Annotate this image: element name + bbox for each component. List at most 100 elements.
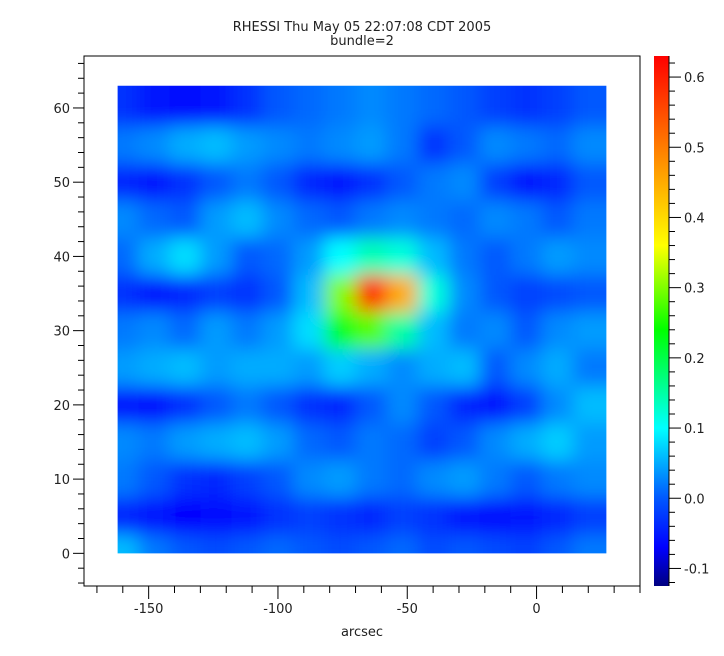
heatmap-cell (169, 274, 202, 314)
heatmap-cell (117, 312, 140, 351)
heatmap-cell (572, 460, 607, 499)
heatmap-cell (293, 460, 326, 499)
heatmap-cell (510, 423, 543, 462)
heatmap-cell (324, 312, 357, 351)
heatmap-cell (510, 237, 543, 276)
heatmap-cell (231, 423, 264, 462)
heatmap-cell (417, 126, 450, 165)
heatmap-cell (200, 126, 233, 165)
heatmap-cell (355, 126, 388, 165)
heatmap-cell (231, 85, 264, 128)
colorbar-tick-label: 0.6 (684, 71, 705, 86)
y-tick-label: 40 (53, 250, 70, 265)
heatmap-cell (510, 85, 543, 128)
heatmap-cell (117, 534, 140, 554)
heatmap-cell (262, 534, 295, 554)
heatmap-cell (169, 312, 202, 351)
heatmap-cell (293, 200, 326, 239)
heatmap-cell (572, 126, 607, 165)
heatmap-cell (262, 163, 295, 202)
y-tick-label: 10 (53, 473, 70, 488)
heatmap-cell (510, 386, 543, 425)
heatmap-cell (572, 312, 607, 351)
heatmap-cell (386, 85, 419, 128)
heatmap-cell (386, 534, 419, 554)
heatmap-cell (541, 460, 574, 499)
heatmap-cell (324, 200, 357, 239)
heatmap-cell (324, 534, 357, 554)
heatmap-cell (200, 163, 233, 202)
heatmap-cell (417, 423, 450, 462)
colorbar-tick-label: 0.2 (684, 352, 705, 367)
heatmap-cell (169, 497, 202, 536)
heatmap-cell (417, 163, 450, 202)
heatmap-cell (355, 200, 388, 239)
heatmap-cell (479, 85, 512, 128)
heatmap-cell (355, 85, 388, 128)
heatmap-cell (479, 423, 512, 462)
y-tick-label: 30 (53, 325, 70, 340)
heatmap-cell (169, 200, 202, 239)
colorbar-tick-label: -0.1 (684, 562, 709, 577)
heatmap-cell (200, 497, 233, 536)
heatmap-cell (324, 497, 357, 536)
heatmap-cell (386, 200, 419, 239)
heatmap-cell (355, 312, 388, 351)
heatmap-cell (541, 423, 574, 462)
heatmap-cell (355, 349, 388, 388)
heatmap-cell (138, 274, 171, 314)
heatmap-cell (324, 460, 357, 499)
heatmap-cell (169, 386, 202, 425)
heatmap-cell (479, 349, 512, 388)
heatmap-cell (200, 312, 233, 351)
heatmap-cell (417, 460, 450, 499)
heatmap-cell (479, 126, 512, 165)
heatmap-cell (117, 423, 140, 462)
colorbar-tick-label: 0.5 (684, 141, 705, 156)
heatmap-cell (169, 237, 202, 276)
heatmap-cell (541, 237, 574, 276)
heatmap-cell (293, 237, 326, 276)
heatmap-cell (293, 497, 326, 536)
heatmap-cell (231, 312, 264, 351)
heatmap-cell (541, 312, 574, 351)
heatmap-cell (479, 386, 512, 425)
heatmap-cell (293, 274, 326, 314)
heatmap-cell (510, 312, 543, 351)
heatmap-cell (572, 423, 607, 462)
x-axis-label: arcsec (341, 625, 383, 640)
chart-subtitle: bundle=2 (330, 34, 394, 49)
heatmap-cell (117, 349, 140, 388)
heatmap-cell (262, 497, 295, 536)
heatmap-cell (138, 534, 171, 554)
heatmap-cell (479, 497, 512, 536)
heatmap-cell (355, 163, 388, 202)
heatmap-cell (510, 349, 543, 388)
heatmap-cell (448, 460, 481, 499)
heatmap-cell (541, 534, 574, 554)
heatmap-cell (386, 423, 419, 462)
heatmap-cell (448, 274, 481, 314)
heatmap-cell (169, 85, 202, 128)
heatmap-cell (138, 349, 171, 388)
heatmap-cell (448, 497, 481, 536)
heatmap-cell (117, 237, 140, 276)
heatmap-cell (293, 534, 326, 554)
heatmap-cell (200, 386, 233, 425)
x-tick-label: -50 (397, 602, 418, 617)
heatmap-cell (231, 497, 264, 536)
heatmap-cell (138, 460, 171, 499)
heatmap-cell (510, 460, 543, 499)
heatmap-cell (417, 237, 450, 276)
heatmap-cell (138, 497, 171, 536)
x-tick-label: -100 (263, 602, 293, 617)
chart-title: RHESSI Thu May 05 22:07:08 CDT 2005 (233, 20, 492, 35)
y-tick-label: 0 (62, 547, 70, 562)
heatmap-cell (293, 423, 326, 462)
colorbar (654, 56, 669, 586)
heatmap-cell (262, 274, 295, 314)
heatmap-cell (324, 85, 357, 128)
heatmap-cell (231, 349, 264, 388)
heatmap-cell (355, 237, 388, 276)
